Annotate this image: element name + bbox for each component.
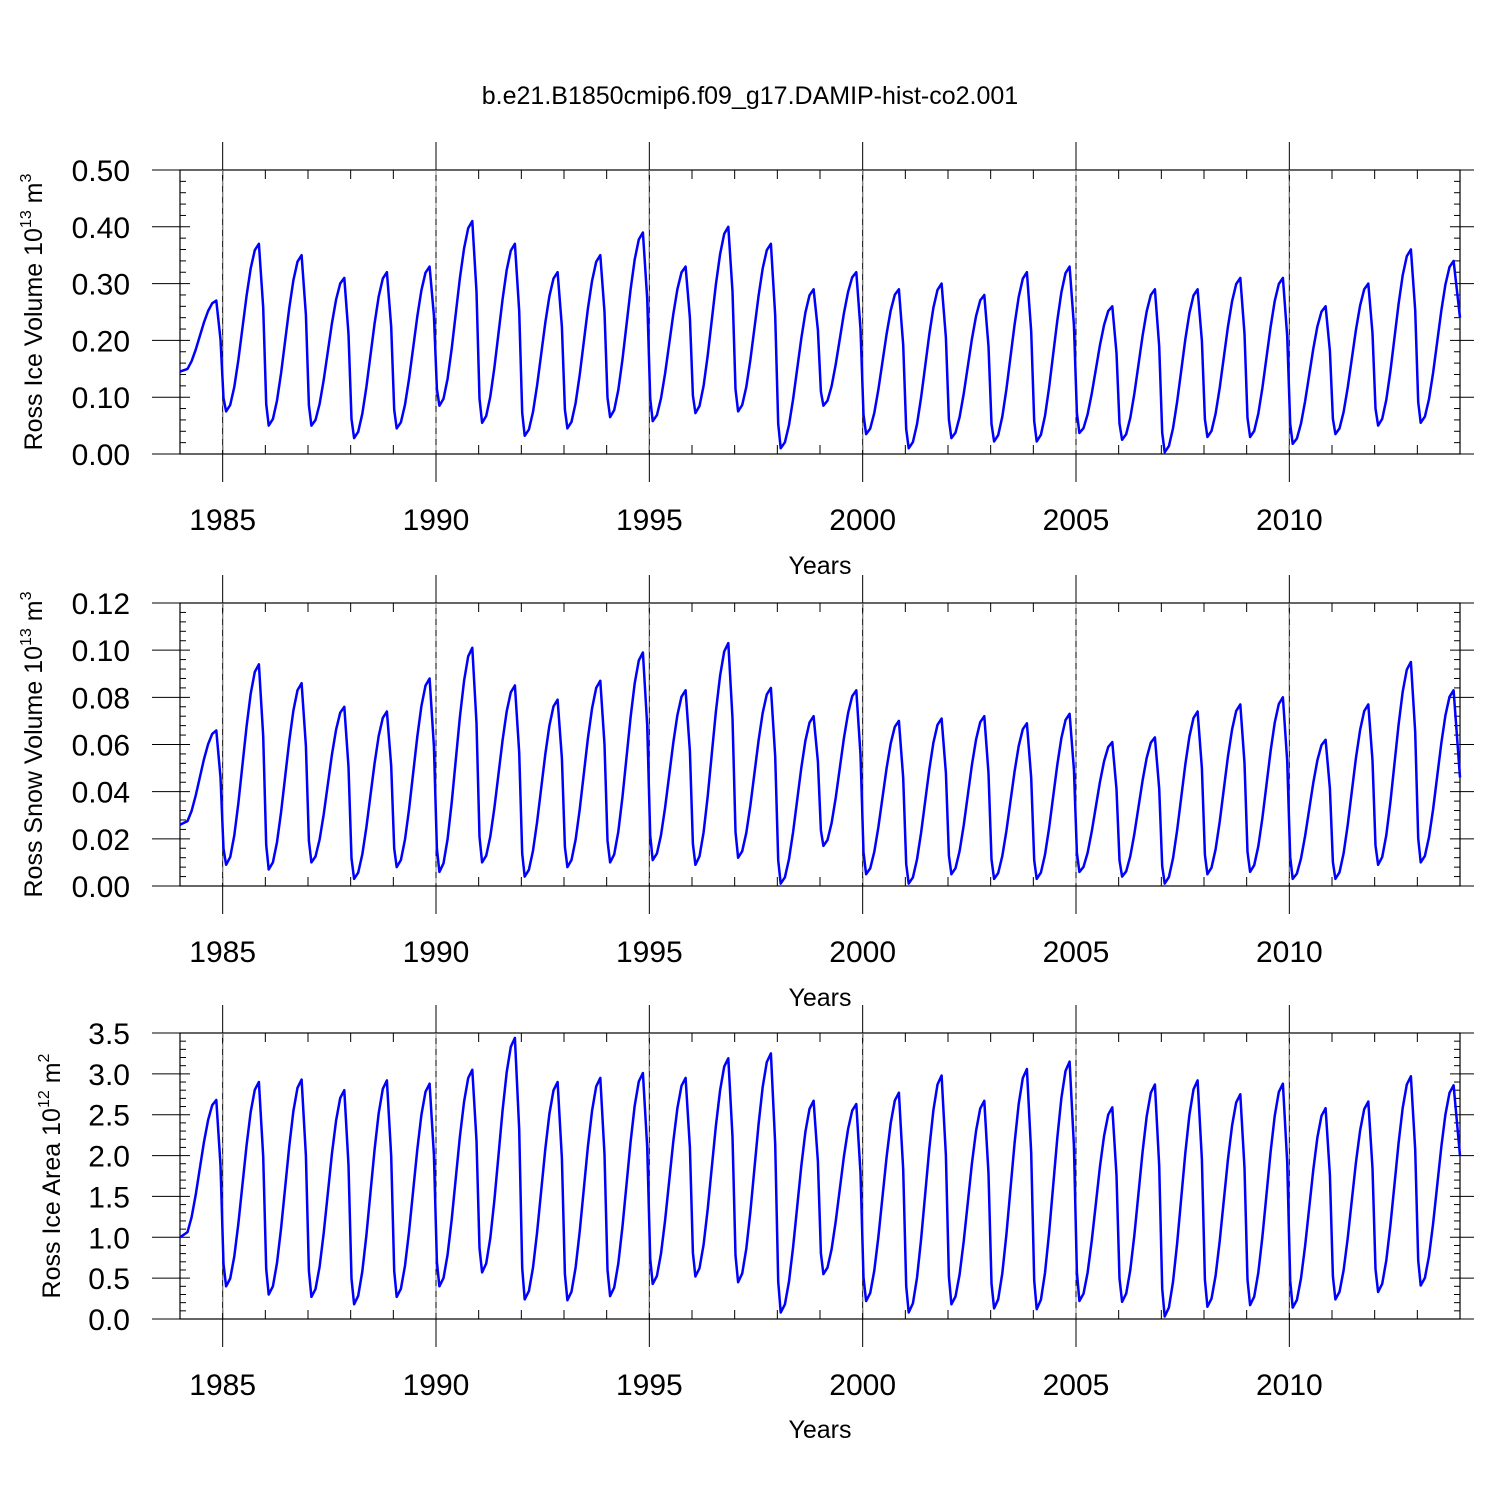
x-tick-label: 1995: [616, 1369, 683, 1402]
y-tick-label: 0.04: [72, 777, 130, 810]
x-tick-label: 1995: [616, 504, 683, 537]
x-tick-label: 2000: [829, 1369, 896, 1402]
x-tick-label: 2005: [1043, 1369, 1110, 1402]
y-tick-label: 0.00: [72, 871, 130, 904]
x-tick-label: 1990: [403, 504, 470, 537]
y-tick-label: 3.5: [88, 1018, 130, 1051]
y-tick-label: 1.0: [88, 1222, 130, 1255]
plot-frame: [179, 602, 1461, 887]
x-tick-label: 2010: [1256, 936, 1323, 969]
chart-title: b.e21.B1850cmip6.f09_g17.DAMIP-hist-co2.…: [481, 82, 1019, 110]
y-tick-label: 0.0: [88, 1304, 130, 1337]
x-tick-label: 2005: [1043, 504, 1110, 537]
series-line: [179, 1036, 1462, 1318]
y-tick-label: 0.20: [72, 325, 130, 358]
series-line: [179, 219, 1462, 454]
y-tick-label: 0.50: [72, 155, 130, 188]
y-tick-label: 0.06: [72, 730, 130, 763]
y-axis-label: Ross Ice Volume 1013 m3: [18, 173, 48, 450]
y-tick-label: 0.30: [72, 269, 130, 302]
x-tick-label: 1995: [616, 936, 683, 969]
x-tick-label: 1985: [189, 1369, 256, 1402]
y-tick-label: 1.5: [88, 1181, 130, 1214]
y-tick-label: 0.10: [72, 635, 130, 668]
y-tick-label: 0.02: [72, 824, 130, 857]
y-tick-label: 2.5: [88, 1100, 130, 1133]
x-tick-label: 2010: [1256, 504, 1323, 537]
y-axis-label: Ross Ice Area 1012 m2: [36, 1053, 66, 1298]
y-axis-label: Ross Snow Volume 1013 m3: [18, 591, 48, 897]
panel-3: 1985 1990 1995 2000 2005 2010 0.0 0.5 1.0 1.5 2.0 2…: [36, 1005, 1474, 1444]
plot-frame: [179, 169, 1461, 455]
panel-1: 1985 1990 1995 2000 2005 2010 0.00 0.10 0.20 0.30…: [18, 142, 1474, 580]
x-axis-label: Years: [788, 984, 851, 1012]
x-tick-label: 1990: [403, 1369, 470, 1402]
x-tick-label: 2000: [829, 504, 896, 537]
x-axis-label: Years: [788, 1416, 851, 1444]
y-tick-label: 3.0: [88, 1059, 130, 1092]
y-tick-label: 0.5: [88, 1263, 130, 1296]
x-tick-label: 1985: [189, 936, 256, 969]
panel-2: 1985 1990 1995 2000 2005 2010 0.00 0.02 0.04 0.06…: [18, 575, 1474, 1012]
y-tick-label: 0.10: [72, 382, 130, 415]
x-tick-label: 2005: [1043, 936, 1110, 969]
x-tick-label: 1990: [403, 936, 470, 969]
x-axis-label: Years: [788, 552, 851, 580]
y-tick-label: 0.08: [72, 682, 130, 715]
x-tick-label: 2000: [829, 936, 896, 969]
y-tick-label: 0.40: [72, 212, 130, 245]
series-line: [179, 641, 1462, 885]
x-tick-label: 1985: [189, 504, 256, 537]
x-tick-label: 2010: [1256, 1369, 1323, 1402]
y-tick-label: 0.00: [72, 439, 130, 472]
y-tick-label: 0.12: [72, 588, 130, 621]
y-tick-label: 2.0: [88, 1141, 130, 1174]
